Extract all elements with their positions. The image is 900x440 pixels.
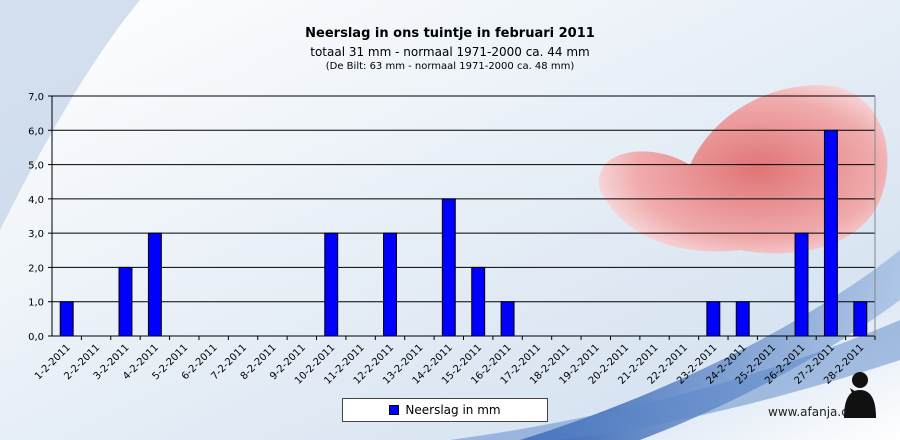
bar bbox=[383, 232, 397, 337]
bar bbox=[471, 266, 486, 337]
bar bbox=[500, 301, 515, 337]
y-tick-label: 4,0 bbox=[28, 195, 44, 206]
legend-label: Neerslag in mm bbox=[405, 403, 501, 417]
y-tick-label: 3,0 bbox=[28, 229, 44, 240]
chart-subtitle-secondary: (De Bilt: 63 mm - normaal 1971-2000 ca. … bbox=[325, 61, 575, 72]
bar bbox=[853, 301, 868, 337]
y-tick-label: 6,0 bbox=[28, 126, 44, 137]
y-tick-label: 0,0 bbox=[28, 332, 44, 343]
legend: Neerslag in mm bbox=[342, 398, 548, 422]
chart-subtitle: totaal 31 mm - normaal 1971-2000 ca. 44 … bbox=[310, 45, 590, 59]
bar bbox=[147, 232, 162, 337]
y-tick-label: 1,0 bbox=[28, 298, 44, 309]
bar bbox=[706, 301, 721, 337]
person-silhouette-logo bbox=[844, 372, 876, 418]
bar bbox=[59, 301, 74, 337]
legend-swatch bbox=[389, 405, 400, 415]
bar bbox=[118, 266, 133, 337]
bar bbox=[324, 232, 339, 337]
y-tick-label: 7,0 bbox=[28, 92, 44, 103]
watermark: www.afanja.com bbox=[768, 405, 867, 419]
bar bbox=[794, 232, 809, 337]
bar bbox=[441, 198, 456, 337]
bar bbox=[823, 129, 838, 337]
chart-title: Neerslag in ons tuintje in februari 2011 bbox=[305, 26, 595, 41]
y-tick-label: 2,0 bbox=[28, 263, 44, 274]
bar bbox=[735, 301, 750, 337]
y-tick-label: 5,0 bbox=[28, 161, 44, 172]
